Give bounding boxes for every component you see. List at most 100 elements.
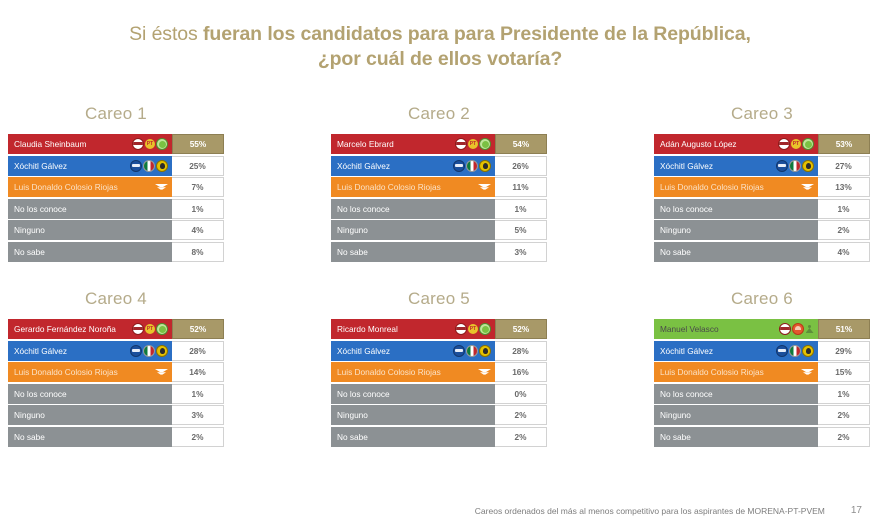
option-name: No los conoce [14,203,67,214]
option-name: No los conoce [337,203,390,214]
party-icon-group [130,159,168,172]
table-row[interactable]: No los conoce 0% [331,383,547,404]
table-row[interactable]: Xóchitl Gálvez 29% [654,340,870,361]
pan-icon [776,159,788,172]
percentage-cell: 26% [495,155,547,176]
option-name: No los conoce [660,388,713,399]
table-row[interactable]: Luis Donaldo Colosio Riojas 16% [331,362,547,382]
percentage-cell: 1% [818,383,870,404]
candidate-label-cell: Xóchitl Gálvez [654,340,818,361]
candidate-name: Xóchitl Gálvez [337,160,391,171]
option-name: No los conoce [337,388,390,399]
table-row[interactable]: No sabe 3% [331,241,547,262]
table-row[interactable]: No sabe 2% [654,426,870,447]
table-row[interactable]: Ninguno 4% [8,220,224,240]
percentage-cell: 51% [818,319,870,339]
table-row[interactable]: Claudia Sheinbaum PT 55% [8,134,224,154]
careo-card-5: Careo 5 Ricardo Monreal PT 52% [331,289,547,448]
option-name: Ninguno [14,410,45,420]
pvem-mark-icon [805,324,814,334]
percentage-cell: 8% [172,241,224,262]
candidate-name: Xóchitl Gálvez [660,160,714,171]
table-row[interactable]: Xóchitl Gálvez 26% [331,155,547,176]
percentage-cell: 14% [172,362,224,382]
candidate-label-cell: Luis Donaldo Colosio Riojas [331,362,495,382]
table-row[interactable]: Luis Donaldo Colosio Riojas 11% [331,177,547,197]
pt-icon: PT [468,139,478,149]
table-row[interactable]: Xóchitl Gálvez 27% [654,155,870,176]
table-row[interactable]: Ninguno 5% [331,220,547,240]
candidate-name: Luis Donaldo Colosio Riojas [660,182,764,192]
candidate-label-cell: Ricardo Monreal PT [331,319,495,339]
table-row[interactable]: Ricardo Monreal PT 52% [331,319,547,339]
table-row[interactable]: Gerardo Fernández Noroña PT 52% [8,319,224,339]
footer: Careos ordenados del más al menos compet… [0,505,880,516]
percentage-cell: 0% [495,383,547,404]
table-row[interactable]: No los conoce 1% [8,383,224,404]
morena-icon [778,138,790,150]
mc-icon [801,368,814,376]
table-row[interactable]: Ninguno 3% [8,405,224,425]
table-row[interactable]: No los conoce 1% [654,198,870,219]
candidate-label-cell: Xóchitl Gálvez [331,340,495,361]
pt-icon: PT [145,324,155,334]
table-row[interactable]: Adán Augusto López PT 53% [654,134,870,154]
mc-icon [801,183,814,191]
candidate-label-cell: Adán Augusto López PT [654,134,818,154]
table-row[interactable]: Manuel Velasco 51% [654,319,870,339]
party-icon-group [453,159,491,172]
percentage-cell: 1% [172,198,224,219]
careo-row-top: Careo 1 Claudia Sheinbaum PT 55% [0,104,880,263]
table-row[interactable]: No sabe 4% [654,241,870,262]
party-icon-group [155,183,168,191]
table-row[interactable]: Xóchitl Gálvez 25% [8,155,224,176]
table-row[interactable]: No sabe 8% [8,241,224,262]
table-row[interactable]: Xóchitl Gálvez 28% [331,340,547,361]
careo-table-3: Adán Augusto López PT 53% Xóchitl Gálvez [654,134,870,263]
candidate-name: Gerardo Fernández Noroña [14,324,116,334]
candidate-label-cell: Luis Donaldo Colosio Riojas [654,177,818,197]
option-name: Ninguno [660,225,691,235]
careo-heading-4: Careo 4 [85,289,147,308]
option-label-cell: No los conoce [8,198,172,219]
candidate-name: Xóchitl Gálvez [337,345,391,356]
table-row[interactable]: Marcelo Ebrard PT 54% [331,134,547,154]
party-icon-group [155,368,168,376]
careo-table-1: Claudia Sheinbaum PT 55% Xóchitl Gálvez [8,134,224,263]
table-row[interactable]: Ninguno 2% [331,405,547,425]
percentage-cell: 5% [495,220,547,240]
percentage-cell: 2% [172,426,224,447]
table-row[interactable]: No sabe 2% [331,426,547,447]
candidate-label-cell: Luis Donaldo Colosio Riojas [654,362,818,382]
candidate-label-cell: Luis Donaldo Colosio Riojas [8,362,172,382]
table-row[interactable]: Luis Donaldo Colosio Riojas 15% [654,362,870,382]
option-label-cell: No los conoce [331,383,495,404]
option-label-cell: Ninguno [8,405,172,425]
table-row[interactable]: No los conoce 1% [331,198,547,219]
option-label-cell: No los conoce [331,198,495,219]
table-row[interactable]: Luis Donaldo Colosio Riojas 14% [8,362,224,382]
table-row[interactable]: Xóchitl Gálvez 28% [8,340,224,361]
mc-icon [478,368,491,376]
table-row[interactable]: Luis Donaldo Colosio Riojas 7% [8,177,224,197]
table-row[interactable]: Ninguno 2% [654,405,870,425]
pt-icon: PT [145,139,155,149]
option-label-cell: No sabe [331,426,495,447]
party-icon-group [776,344,814,357]
percentage-cell: 52% [172,319,224,339]
prd-icon [479,344,491,357]
table-row[interactable]: No los conoce 1% [8,198,224,219]
option-name: Ninguno [660,410,691,420]
careo-table-4: Gerardo Fernández Noroña PT 52% Xóchitl … [8,319,224,448]
option-name: No sabe [14,431,45,442]
morena-icon [132,138,144,150]
table-row[interactable]: Luis Donaldo Colosio Riojas 13% [654,177,870,197]
candidate-label-cell: Gerardo Fernández Noroña PT [8,319,172,339]
table-row[interactable]: No sabe 2% [8,426,224,447]
percentage-cell: 2% [818,405,870,425]
morena-icon [132,323,144,335]
table-row[interactable]: No los conoce 1% [654,383,870,404]
option-name: No sabe [337,431,368,442]
table-row[interactable]: Ninguno 2% [654,220,870,240]
